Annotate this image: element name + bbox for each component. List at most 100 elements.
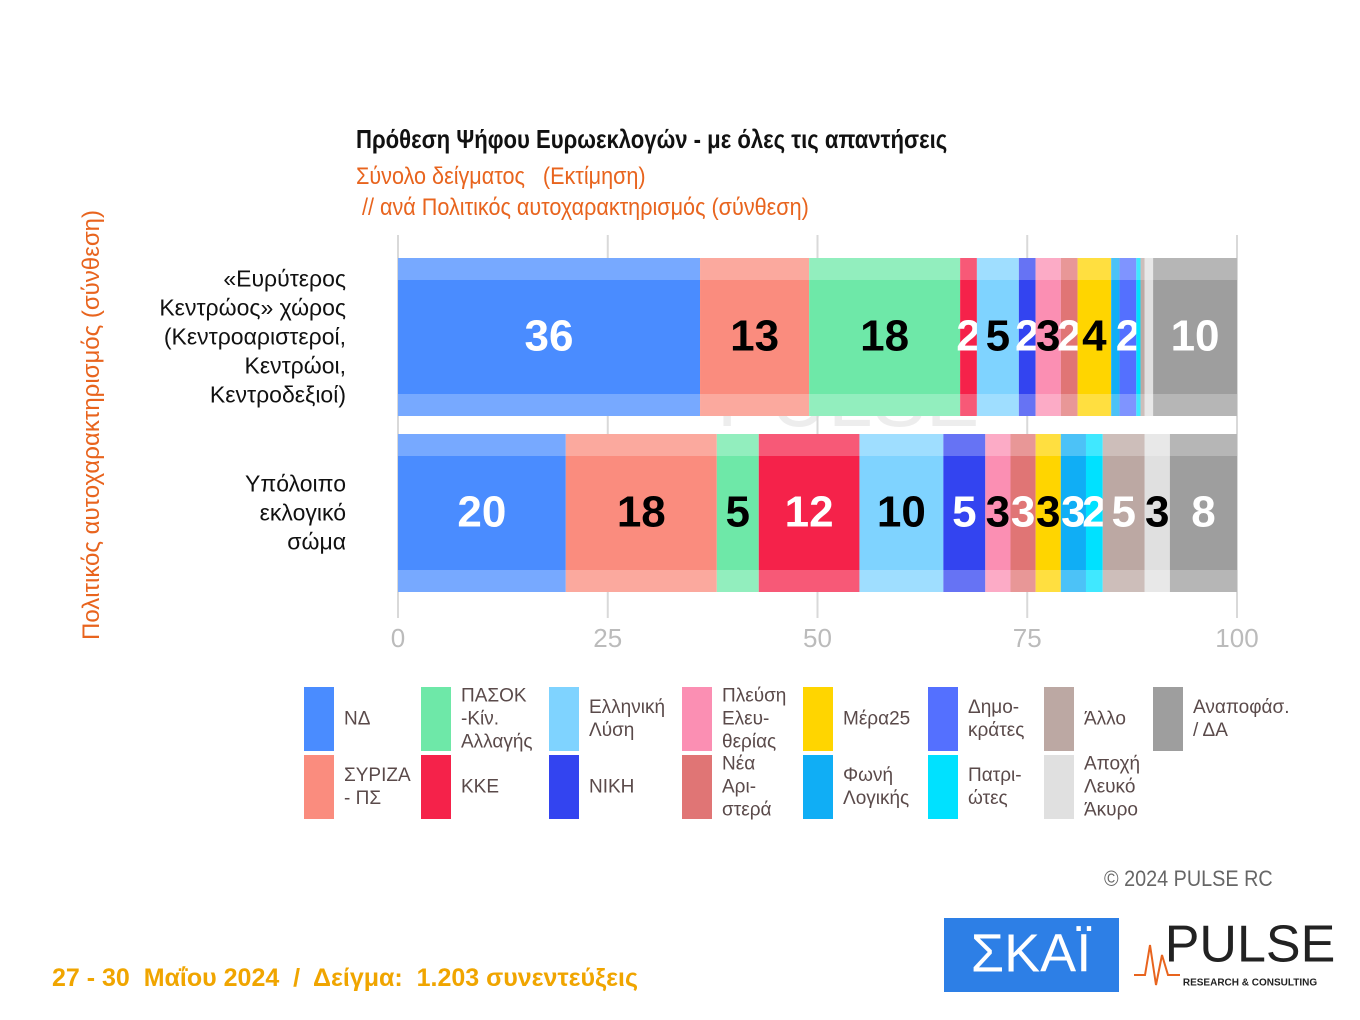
bar-segment [1035,434,1061,592]
legend-label: ΝΙΚΗ [589,776,635,798]
bar-segment [716,434,759,592]
legend-swatch [1153,687,1183,751]
data-label: 3 [1011,488,1035,537]
bar-segment [398,258,701,416]
legend-swatch [803,755,833,819]
bar-segment [1144,258,1154,416]
legend-label: Αναποφάσ. / ΔΑ [1193,697,1290,741]
bar-band [398,258,1237,280]
legend-swatch [928,687,958,751]
legend-label: Ελληνική Λύση [589,697,666,741]
subtitle: // ανά Πολιτικός αυτοχαρακτηρισμός (σύνθ… [356,194,809,221]
legend-swatch [1044,755,1074,819]
data-label: 36 [525,312,574,361]
data-label: 2 [956,312,980,361]
data-label: 2 [1082,488,1106,537]
data-label: 3 [1036,312,1060,361]
bar-band [398,570,1237,592]
x-tick-label: 25 [593,623,622,653]
bar-segment [1169,434,1237,592]
bar-segment [1077,258,1112,416]
bar-segment [1144,434,1170,592]
legend-label: Αποχή Λευκό Άκυρο [1084,753,1141,821]
bar-segment [1140,258,1145,416]
bar-segment [700,258,810,416]
data-label: 20 [457,488,506,537]
legend-label: Πλεύση Ελευ- θερίας [722,685,787,753]
pulse-logo-icon [1134,944,1180,986]
data-label: 10 [1171,312,1220,361]
legend-label: ΣΥΡΙΖΑ - ΠΣ [344,765,411,809]
bar-segment [1119,258,1137,416]
data-label: 12 [785,488,834,537]
bar-segment [1136,258,1141,416]
legend-swatch [304,687,334,751]
bar-segment [398,434,566,592]
data-label: 5 [1111,488,1135,537]
legend-label: ΚΚΕ [461,776,500,798]
data-label: 5 [952,488,976,537]
bar-segment [1085,434,1103,592]
bar-segment [565,434,717,592]
legend-swatch [928,755,958,819]
bar-segment [1153,258,1237,416]
bar-segment [985,434,1011,592]
data-label: 8 [1191,488,1215,537]
x-tick-label: 0 [391,623,405,653]
legend-swatch [421,755,451,819]
bar-segment [976,258,1019,416]
legend-label: Νέα Αρι- στερά [722,753,772,821]
data-label: 4 [1082,312,1107,361]
data-label: 2 [1116,312,1140,361]
legend-swatch [803,687,833,751]
pulse-logo-sub: RESEARCH & CONSULTING [1183,978,1317,989]
legend-swatch [421,687,451,751]
bar-segment [1060,258,1078,416]
legend-swatch [549,687,579,751]
bar-segment [960,258,977,416]
chart-title: Πρόθεση Ψήφου Ευρωεκλογών - με όλες τις … [356,124,948,154]
subtitle: Σύνολο δείγματος (Εκτίμηση) [356,163,646,190]
copyright: © 2024 PULSE RC [1104,866,1273,891]
legend-swatch [549,755,579,819]
x-tick-label: 75 [1013,623,1042,653]
data-label: 10 [877,488,926,537]
bar-segment [758,434,860,592]
skai-logo [944,918,1119,992]
x-tick-label: 100 [1215,623,1258,653]
legend-label: Φωνή Λογικής [843,765,910,809]
bar-segment [1111,258,1120,416]
data-label: 3 [1061,488,1085,537]
legend-swatch [682,687,712,751]
bar-segment [1035,258,1061,416]
legend-label: ΝΔ [344,708,371,730]
category-label: «Ευρύτερος Κεντρώος» χώρος (Κεντροαριστε… [159,265,346,408]
legend-label: Πατρι- ώτες [968,765,1022,809]
bar-band [398,394,1237,416]
bar-segment [809,258,961,416]
legend-label: ΠΑΣΟΚ -Κίν. Αλλαγής [461,685,533,753]
data-label: 2 [1015,312,1039,361]
data-label: 3 [1036,488,1060,537]
bar-segment [943,434,986,592]
pulse-logo-text: PULSE [1165,916,1336,974]
data-label: 18 [617,488,666,537]
data-label: 3 [986,488,1010,537]
data-label: 5 [726,488,750,537]
footer-date: 27 - 30 Μαΐου 2024 / Δείγμα: 1.203 συνεν… [52,964,638,992]
bar-segment [1018,258,1036,416]
bar-segment [859,434,944,592]
legend-label: Μέρα25 [843,708,911,730]
skai-logo-text: ΣΚΑΪ [971,923,1091,983]
data-label: 3 [1145,488,1169,537]
bar-segment [1010,434,1036,592]
legend-swatch [682,755,712,819]
bar-segment [1102,434,1145,592]
data-label: 5 [986,312,1010,361]
data-label: 18 [860,312,909,361]
data-label: 13 [730,312,779,361]
data-label: 2 [1057,312,1081,361]
legend-swatch [1044,687,1074,751]
